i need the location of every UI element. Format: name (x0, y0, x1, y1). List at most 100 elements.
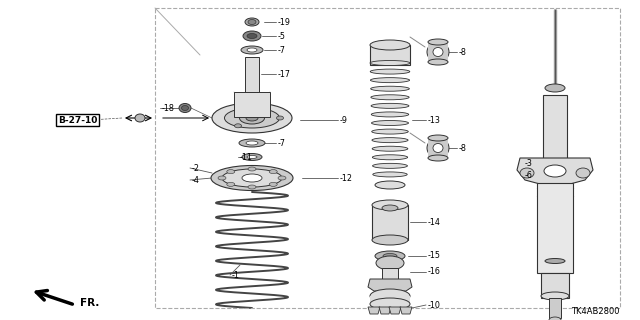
Ellipse shape (371, 121, 408, 125)
Ellipse shape (541, 292, 569, 300)
Ellipse shape (428, 59, 448, 65)
Text: -8: -8 (459, 47, 467, 57)
Text: -19: -19 (278, 18, 291, 27)
Ellipse shape (433, 47, 443, 57)
Bar (543, 95, 567, 160)
Ellipse shape (278, 176, 286, 180)
Ellipse shape (234, 124, 241, 128)
Text: -8: -8 (459, 143, 467, 153)
Ellipse shape (246, 141, 258, 145)
Text: -6: -6 (525, 171, 533, 180)
Bar (541, 273, 569, 298)
Bar (428, 42, 448, 62)
Ellipse shape (545, 259, 565, 263)
Ellipse shape (370, 40, 410, 50)
Text: -4: -4 (192, 175, 200, 185)
Ellipse shape (243, 31, 261, 41)
Ellipse shape (241, 46, 263, 54)
Ellipse shape (239, 139, 265, 147)
Ellipse shape (276, 116, 284, 120)
Text: -18: -18 (162, 103, 175, 113)
Bar (155, 8, 620, 308)
Ellipse shape (427, 42, 449, 62)
Ellipse shape (218, 176, 226, 180)
Ellipse shape (371, 103, 409, 108)
Ellipse shape (545, 84, 565, 92)
Text: -9: -9 (340, 116, 348, 124)
Ellipse shape (427, 138, 449, 158)
Ellipse shape (433, 47, 443, 57)
Bar (372, 205, 408, 240)
Text: -5: -5 (278, 31, 286, 41)
Ellipse shape (182, 106, 189, 110)
Text: -16: -16 (428, 268, 441, 276)
Ellipse shape (247, 48, 257, 52)
Polygon shape (368, 307, 380, 314)
Ellipse shape (549, 317, 561, 320)
Ellipse shape (225, 108, 280, 128)
Ellipse shape (248, 167, 256, 171)
Ellipse shape (242, 154, 262, 161)
Ellipse shape (248, 185, 256, 189)
Text: -13: -13 (428, 116, 441, 124)
Text: -1: -1 (232, 270, 240, 279)
Ellipse shape (212, 103, 292, 133)
Ellipse shape (242, 174, 262, 182)
Ellipse shape (428, 135, 448, 141)
Bar (370, 296, 410, 304)
Text: TK4AB2800: TK4AB2800 (572, 308, 620, 316)
Ellipse shape (239, 112, 264, 124)
Text: -10: -10 (428, 300, 441, 309)
Ellipse shape (247, 34, 257, 38)
Polygon shape (389, 307, 401, 314)
Text: FR.: FR. (80, 298, 99, 308)
Bar (428, 138, 448, 158)
Ellipse shape (227, 182, 235, 186)
Ellipse shape (383, 253, 397, 259)
Ellipse shape (372, 235, 408, 245)
Ellipse shape (247, 156, 257, 158)
Ellipse shape (370, 60, 410, 66)
Ellipse shape (246, 115, 258, 121)
Ellipse shape (576, 168, 590, 178)
Text: -2: -2 (192, 164, 200, 172)
Ellipse shape (227, 170, 235, 174)
Text: -7: -7 (278, 139, 286, 148)
Bar (370, 45, 410, 65)
Bar (537, 183, 573, 273)
Ellipse shape (371, 86, 410, 91)
Ellipse shape (372, 172, 407, 177)
Ellipse shape (248, 20, 256, 25)
Ellipse shape (382, 205, 398, 211)
Ellipse shape (371, 95, 409, 100)
Ellipse shape (370, 289, 410, 303)
Ellipse shape (135, 114, 145, 122)
Ellipse shape (245, 18, 259, 26)
Ellipse shape (370, 298, 410, 310)
Ellipse shape (375, 251, 405, 261)
Ellipse shape (269, 182, 277, 186)
Polygon shape (517, 158, 593, 184)
Ellipse shape (375, 181, 405, 189)
Ellipse shape (428, 39, 448, 45)
Ellipse shape (371, 112, 409, 117)
Polygon shape (400, 307, 412, 314)
Ellipse shape (544, 165, 566, 177)
Ellipse shape (433, 143, 443, 153)
Bar (245, 57, 259, 92)
Ellipse shape (372, 200, 408, 210)
Text: -11: -11 (240, 153, 253, 162)
Ellipse shape (234, 108, 241, 112)
Ellipse shape (372, 155, 408, 160)
Text: B-27-10: B-27-10 (58, 116, 97, 124)
Text: -7: -7 (278, 45, 286, 54)
Bar (234, 92, 270, 117)
Text: -3: -3 (525, 158, 533, 167)
Ellipse shape (370, 69, 410, 74)
Text: -17: -17 (278, 69, 291, 78)
Ellipse shape (179, 103, 191, 113)
Ellipse shape (222, 169, 282, 187)
Text: -12: -12 (340, 173, 353, 182)
Ellipse shape (371, 78, 410, 83)
Ellipse shape (372, 138, 408, 143)
